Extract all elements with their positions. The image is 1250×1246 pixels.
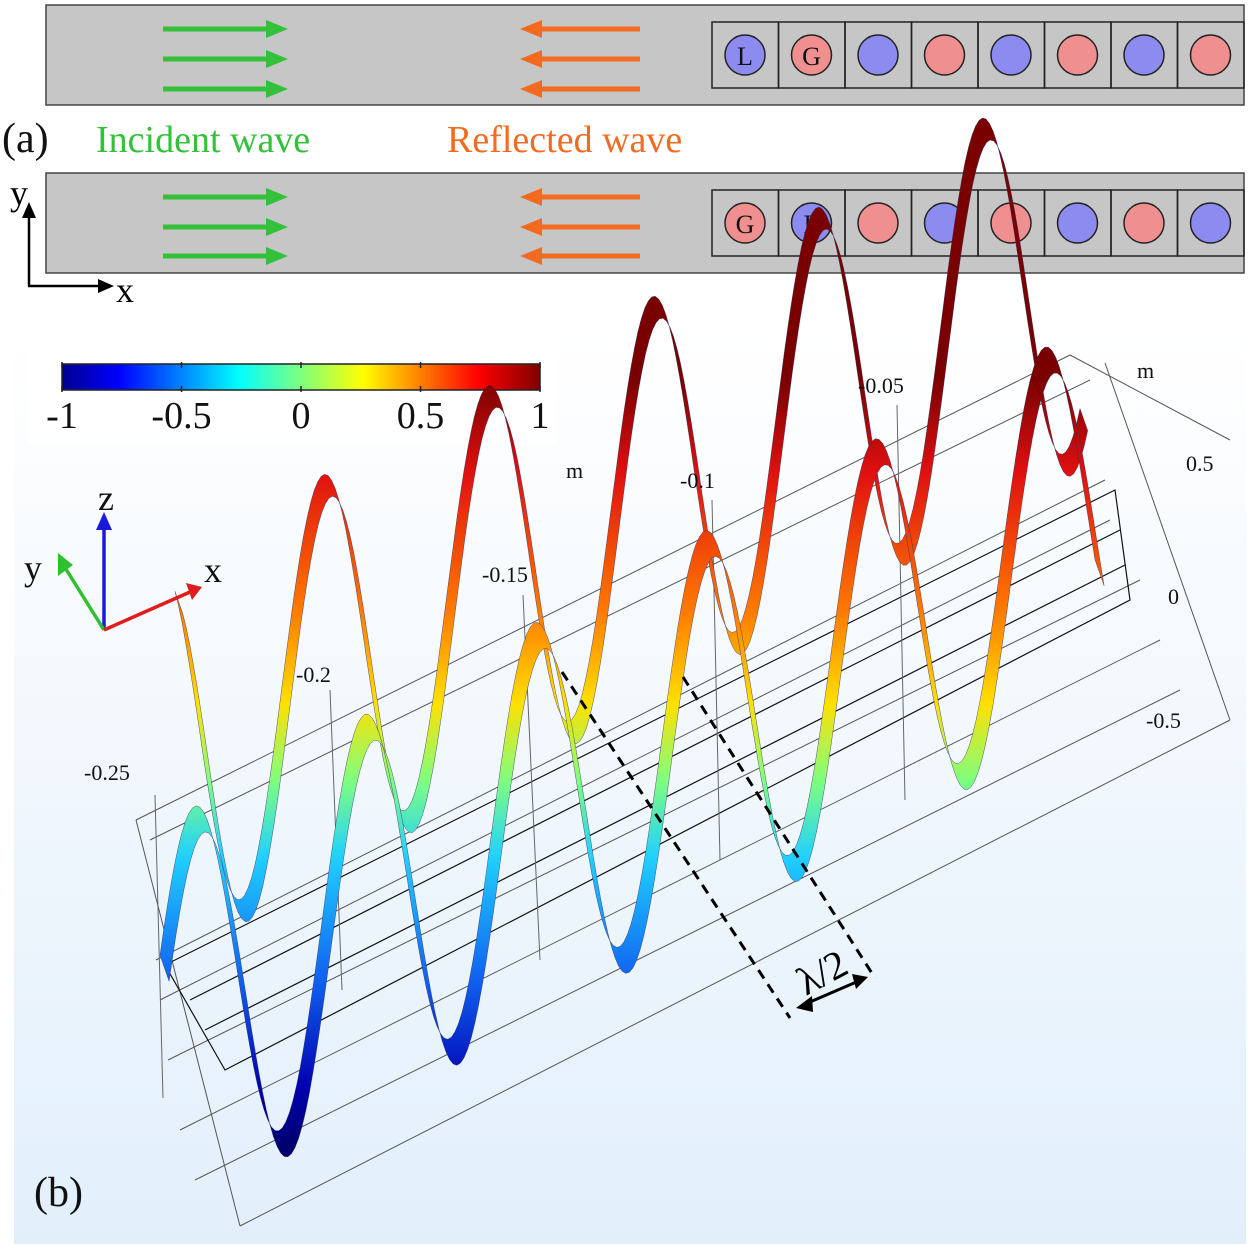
triad-z-label: z bbox=[98, 478, 114, 518]
reflected-arrowhead bbox=[520, 20, 542, 38]
incident-arrowhead bbox=[266, 50, 288, 68]
panel-a-label: (a) bbox=[2, 116, 49, 162]
incident-arrowhead bbox=[266, 247, 288, 265]
reflected-arrowhead bbox=[520, 188, 542, 206]
red-resonator bbox=[923, 34, 966, 76]
blue-resonator bbox=[1056, 202, 1099, 244]
triad-y-label: y bbox=[24, 548, 42, 588]
blue-resonator bbox=[724, 34, 766, 76]
reflected-wave-label: Reflected wave bbox=[447, 119, 682, 161]
x-tick-label: -0.25 bbox=[84, 760, 130, 785]
incident-arrowhead bbox=[266, 218, 288, 236]
z-tick-label: 0 bbox=[1168, 584, 1179, 609]
colorbar-ticks: -1 -0.5 0 0.5 1 bbox=[46, 362, 550, 437]
incident-arrowhead bbox=[266, 188, 288, 206]
x-tick-label: -0.2 bbox=[296, 662, 331, 687]
red-resonator bbox=[790, 34, 833, 76]
red-resonator bbox=[724, 202, 766, 244]
reflected-arrowhead bbox=[520, 80, 542, 98]
panel-b-label: (b) bbox=[34, 1170, 83, 1216]
standing-wave-surface bbox=[159, 117, 1105, 1158]
x-tick-label: -0.15 bbox=[482, 562, 528, 587]
triad-x-label: x bbox=[204, 550, 222, 590]
wave-ribbon-front bbox=[159, 346, 1105, 1158]
reflected-arrowhead bbox=[520, 50, 542, 68]
reflected-arrowhead bbox=[520, 247, 542, 265]
x-tick-label: -0.1 bbox=[680, 468, 715, 493]
z-tick-label: 0.5 bbox=[1186, 451, 1214, 476]
colorbar-tick-label: 0.5 bbox=[397, 395, 445, 437]
red-resonator bbox=[1056, 34, 1099, 76]
reflected-arrowhead bbox=[520, 218, 542, 236]
incident-arrowhead bbox=[266, 20, 288, 38]
red-resonator bbox=[1189, 34, 1232, 76]
incident-wave-label: Incident wave bbox=[96, 119, 310, 161]
z-axis-labels: m 0.5 0 -0.5 bbox=[1137, 358, 1214, 733]
colorbar-backdrop bbox=[28, 340, 556, 444]
cell-label: L bbox=[737, 42, 753, 71]
xy-axes: y x bbox=[10, 173, 134, 310]
z-axis-unit: m bbox=[1137, 358, 1154, 383]
z-tick-label: -0.5 bbox=[1146, 708, 1181, 733]
axis-x-label: x bbox=[116, 270, 134, 310]
coordinate-triad: z y x bbox=[24, 478, 222, 632]
cell-label: G bbox=[802, 42, 821, 71]
wave-arrows bbox=[163, 20, 640, 265]
x-tick-label: -0.05 bbox=[858, 373, 904, 398]
blue-resonator bbox=[857, 34, 899, 76]
wave-ribbon-back bbox=[174, 117, 1088, 922]
unit-cell bbox=[1176, 21, 1245, 89]
colorbar-tick-label: 1 bbox=[531, 395, 550, 437]
x-axis-labels: -0.25 -0.2 -0.15 -0.1 -0.05 m bbox=[84, 373, 904, 785]
blue-resonator bbox=[990, 34, 1032, 76]
colorbar-tick-label: -1 bbox=[46, 395, 78, 437]
x-axis-unit: m bbox=[566, 458, 583, 483]
colorbar-tick-label: 0 bbox=[292, 395, 311, 437]
plot-background bbox=[14, 332, 1246, 1244]
red-resonator bbox=[1123, 202, 1165, 244]
metamaterial-cells: LGGL bbox=[711, 21, 1245, 257]
incident-arrowhead bbox=[266, 80, 288, 98]
red-resonator bbox=[857, 202, 899, 244]
blue-resonator bbox=[1123, 34, 1165, 76]
panel-b: -1 -0.5 0 0.5 1 bbox=[14, 117, 1246, 1244]
colorbar-tick-label: -0.5 bbox=[151, 395, 211, 437]
panel-a: LGGL (a) Incident wave Reflected wave y … bbox=[2, 4, 1245, 310]
axis-y-label: y bbox=[10, 173, 28, 213]
blue-resonator bbox=[1189, 202, 1232, 244]
cell-label: G bbox=[736, 210, 755, 239]
unit-cell bbox=[1176, 189, 1245, 257]
